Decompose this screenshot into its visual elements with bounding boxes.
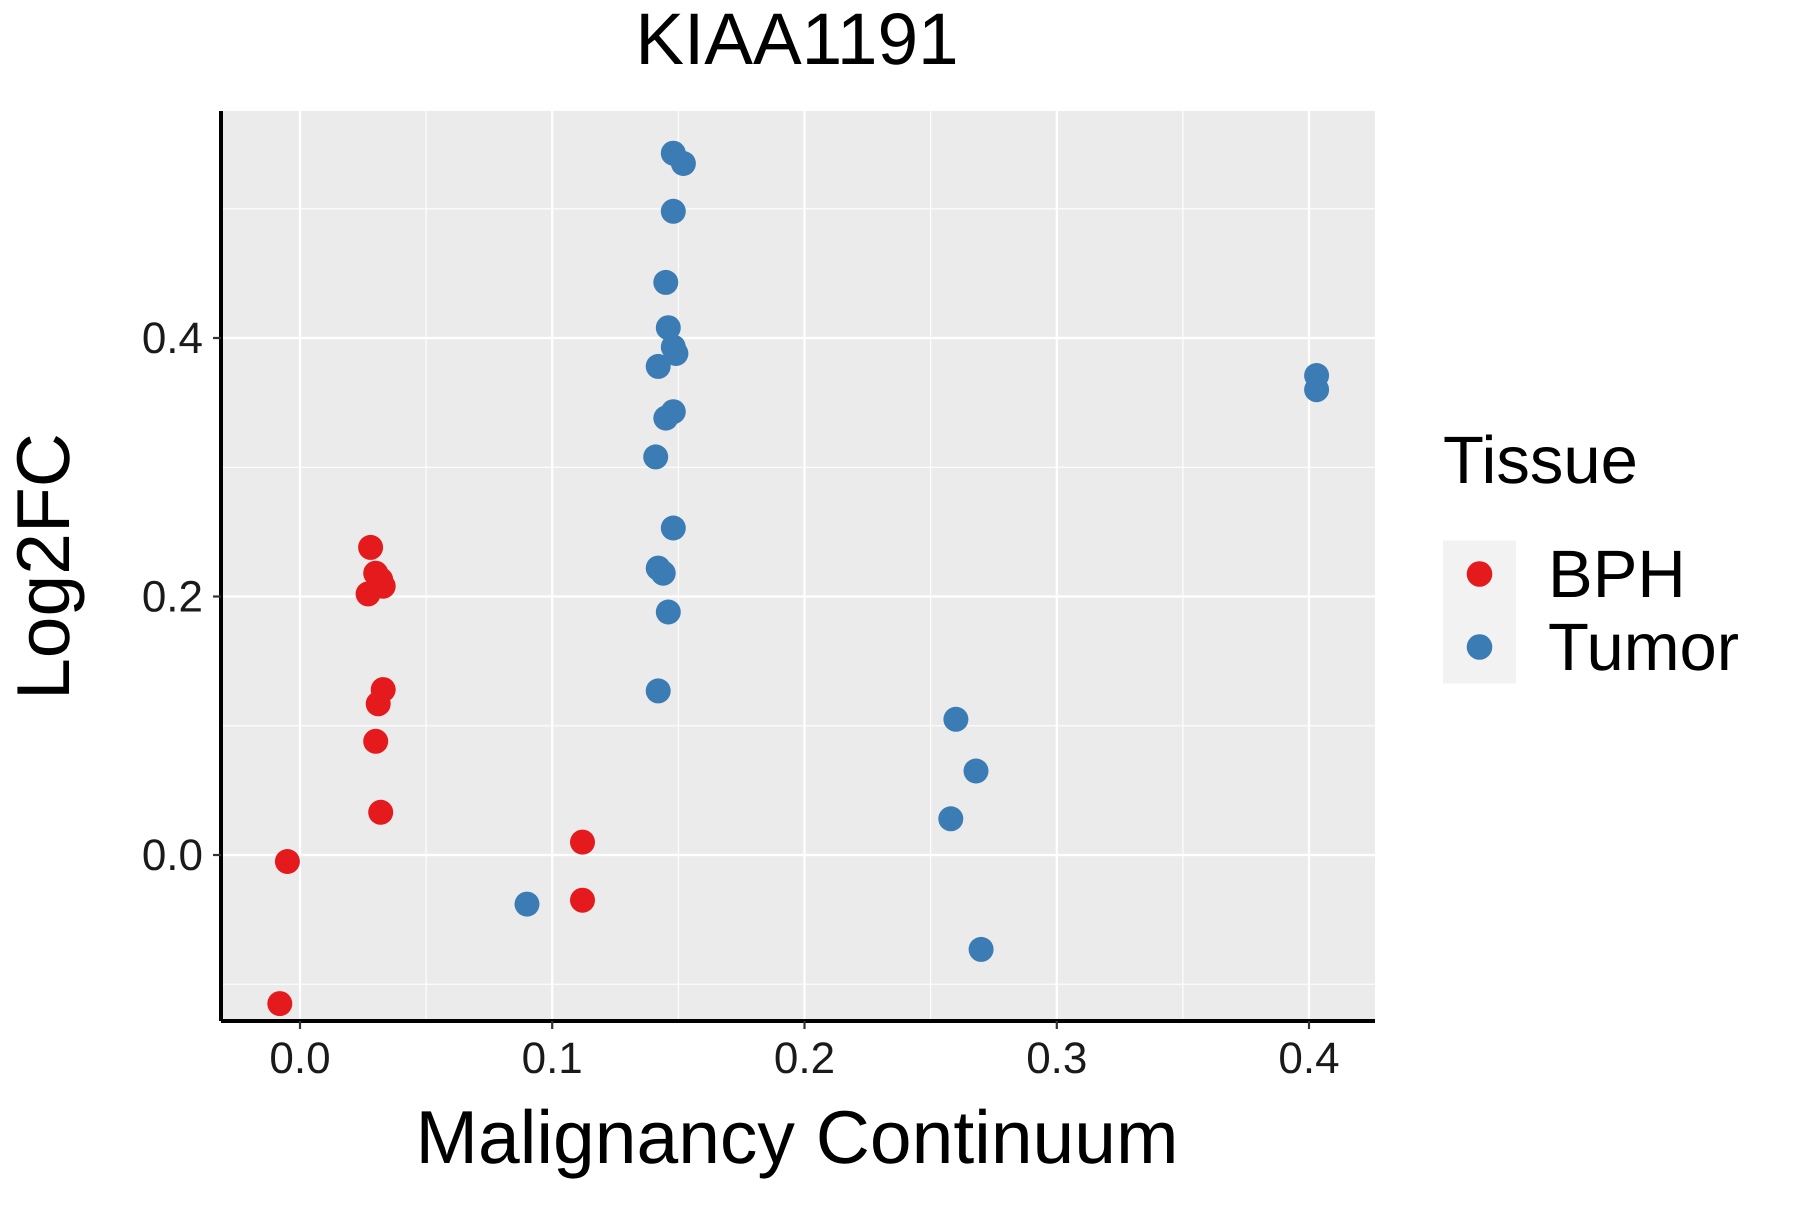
svg-text:Tumor: Tumor [1548,610,1739,685]
svg-text:0.4: 0.4 [142,314,203,363]
svg-text:0.1: 0.1 [522,1034,583,1083]
svg-text:Malignancy Continuum: Malignancy Continuum [416,1095,1179,1179]
svg-text:Log2FC: Log2FC [1,433,85,700]
svg-text:0.3: 0.3 [1026,1034,1087,1083]
svg-text:KIAA1191: KIAA1191 [635,0,958,80]
svg-text:Tissue: Tissue [1443,423,1638,498]
svg-text:0.4: 0.4 [1278,1034,1339,1083]
svg-text:0.0: 0.0 [142,831,203,880]
svg-text:0.2: 0.2 [142,573,203,622]
svg-text:BPH: BPH [1548,537,1686,612]
svg-text:0.2: 0.2 [774,1034,835,1083]
svg-text:0.0: 0.0 [269,1034,330,1083]
